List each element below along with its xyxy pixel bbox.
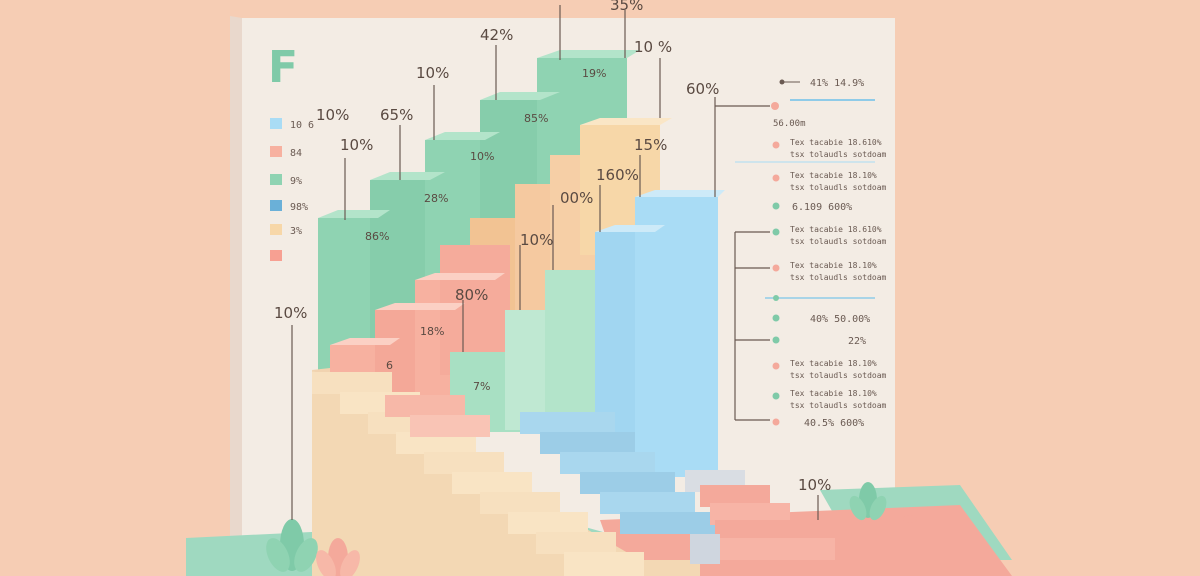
annotation-5: 6.109 600% (792, 202, 852, 213)
inner-19: 19% (582, 67, 606, 80)
label-10-b: 10% (416, 64, 449, 82)
label-10-c: 10% (316, 106, 349, 124)
leader-lines (291, 5, 819, 520)
legend-label-5: 3% (290, 226, 302, 237)
inner-10: 10% (470, 150, 494, 163)
label-10-f: 10% (274, 304, 307, 322)
legend-swatch-5 (270, 224, 282, 235)
label-15: 15% (634, 136, 667, 154)
inner-6: 6 (386, 359, 393, 372)
label-10-g: 10% (798, 476, 831, 494)
legend-swatch-2 (270, 146, 282, 157)
label-00: 00% (560, 189, 593, 207)
label-42: 42% (480, 26, 513, 44)
plant-right (849, 482, 917, 523)
legend-swatch-3 (270, 174, 282, 185)
annotation-9: 22% (848, 336, 866, 347)
label-80: 80% (455, 286, 488, 304)
pink-steps (685, 470, 835, 564)
annotation-6: Tex tacabie 18.610% (790, 225, 882, 234)
inner-85: 85% (524, 112, 548, 125)
inner-86: 86% (365, 230, 389, 243)
legend-swatch-1 (270, 118, 282, 129)
annotation-11-sub: tsx tolaudls sotdoam (790, 401, 887, 410)
label-10-d: 10% (340, 136, 373, 154)
label-65: 65% (380, 106, 413, 124)
label-160: 160% (596, 166, 639, 184)
annotation-7-sub: tsx tolaudls sotdoam (790, 273, 887, 282)
front-staircase (312, 368, 700, 576)
annotation-4: Tex tacabie 18.10% (790, 171, 877, 180)
annotation-1: 41% 14.9% (810, 78, 864, 89)
inner-18: 18% (420, 325, 444, 338)
inner-labels: 19% 85% 10% 28% 86% 18% 6 7% (365, 67, 606, 393)
right-annotations: 41% 14.9% 56.00m Tex tacabie 18.610% tsx… (735, 78, 887, 429)
legend-label-2: 84 (290, 148, 302, 159)
blue-steps (520, 412, 715, 534)
label-10-a: 10 % (634, 38, 672, 56)
title-letter: F (268, 42, 298, 93)
label-60: 60% (686, 80, 719, 98)
legend-swatch-4 (270, 200, 282, 211)
label-35: 35% (610, 0, 643, 14)
board-shadow (230, 16, 242, 552)
front-peach-steps (385, 395, 490, 437)
legend-label-1: 10 6 (290, 120, 314, 131)
legend-label-4: 98% (290, 202, 308, 213)
annotation-2: 56.00m (773, 119, 806, 129)
annotation-3: Tex tacabie 18.610% (790, 138, 882, 147)
annotation-12: 40.5% 600% (804, 418, 864, 429)
inner-28: 28% (424, 192, 448, 205)
annotation-11: Tex tacabie 18.10% (790, 389, 877, 398)
plant-center (316, 538, 360, 576)
value-labels: 35% 42% 10 % 10% 60% 10% 65% 10% 15% 160… (274, 0, 831, 494)
annotation-10: Tex tacabie 18.10% (790, 359, 877, 368)
annotation-7: Tex tacabie 18.10% (790, 261, 877, 270)
light-mint-stair (450, 270, 615, 440)
legend: 10 6 84 9% 98% 3% (270, 118, 314, 261)
annotation-3-sub: tsx tolaudls sotdoam (790, 150, 887, 159)
annotation-10-sub: tsx tolaudls sotdoam (790, 371, 887, 380)
legend-swatch-6 (270, 250, 282, 261)
inner-7: 7% (473, 380, 490, 393)
annotation-6-sub: tsx tolaudls sotdoam (790, 237, 887, 246)
plant-left (266, 519, 318, 572)
annotation-8: 40% 50.00% (810, 314, 870, 325)
label-10-e: 10% (520, 231, 553, 249)
legend-label-3: 9% (290, 176, 302, 187)
annotation-4-sub: tsx tolaudls sotdoam (790, 183, 887, 192)
